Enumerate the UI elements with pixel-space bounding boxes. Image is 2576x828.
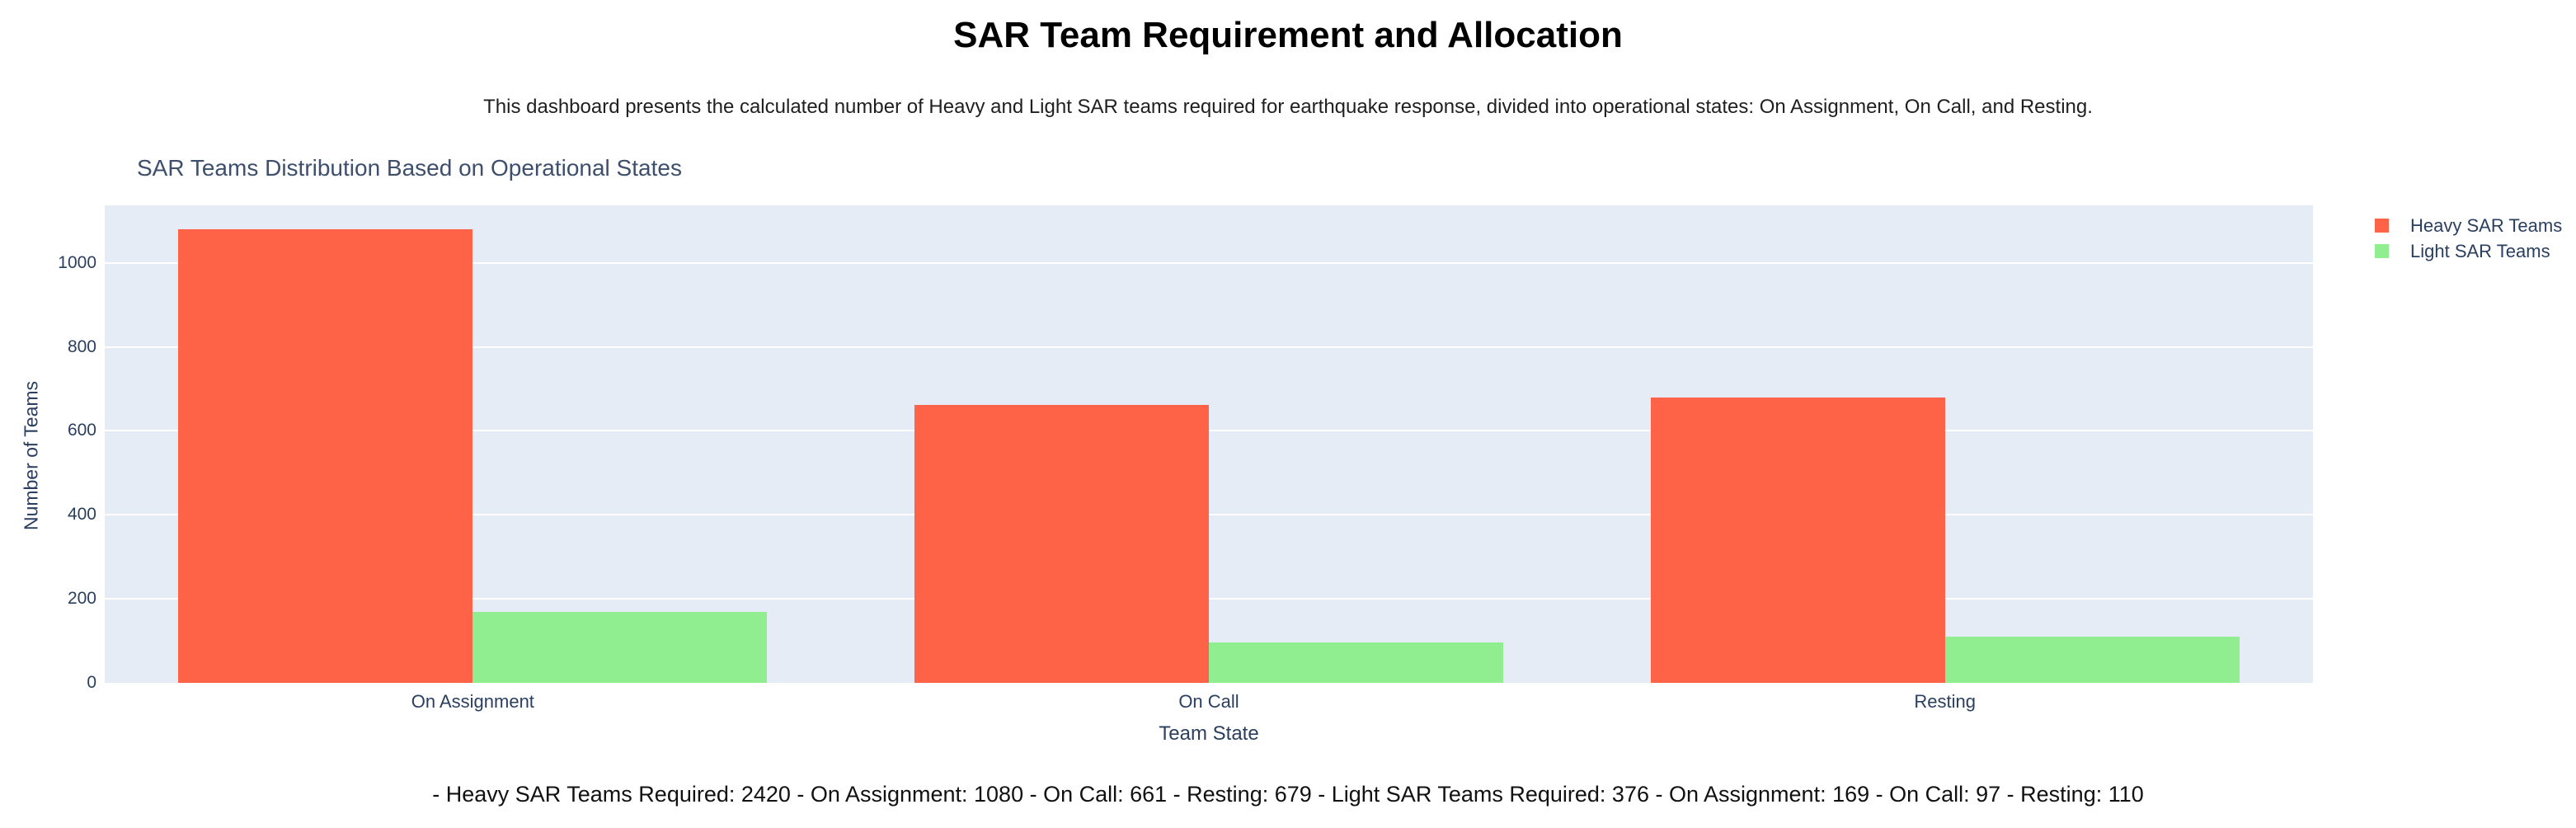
y-tick-label-0: 0 (87, 673, 96, 692)
legend-swatch-light-sar-teams (2375, 244, 2389, 258)
legend-label: Heavy SAR Teams (2410, 214, 2563, 236)
x-axis-title: Team State (1159, 722, 1259, 745)
legend-swatch-heavy-sar-teams (2375, 219, 2389, 233)
gridline-y-1000 (105, 261, 2313, 264)
summary-text: - Heavy SAR Teams Required: 2420 - On As… (432, 782, 2144, 807)
page-subtitle: This dashboard presents the calculated n… (483, 96, 2093, 118)
x-tick-label-on-call: On Call (1178, 691, 1239, 712)
y-tick-label-1000: 1000 (58, 252, 96, 272)
y-tick-label-800: 800 (67, 336, 96, 356)
x-tick-label-on-assignment: On Assignment (411, 691, 534, 712)
y-axis-title: Number of Teams (20, 380, 42, 531)
y-tick-label-400: 400 (67, 505, 96, 525)
bar-heavy-sar-teams-on-assignment[interactable] (178, 229, 473, 683)
gridline-y-600 (105, 430, 2313, 432)
x-tick-label-resting: Resting (1914, 691, 1976, 712)
gridline-y-400 (105, 514, 2313, 516)
bar-light-sar-teams-resting[interactable] (1944, 636, 2240, 683)
bar-light-sar-teams-on-call[interactable] (1209, 642, 1504, 683)
chart-title: SAR Teams Distribution Based on Operatio… (137, 155, 682, 181)
legend: Heavy SAR Teams Light SAR Teams (2375, 213, 2562, 264)
bar-heavy-sar-teams-on-call[interactable] (914, 405, 1209, 683)
y-tick-label-600: 600 (67, 421, 96, 440)
legend-item-heavy-sar-teams[interactable]: Heavy SAR Teams (2375, 213, 2562, 238)
page-title: SAR Team Requirement and Allocation (953, 15, 1623, 55)
bar-light-sar-teams-on-assignment[interactable] (472, 611, 768, 683)
gridline-y-800 (105, 346, 2313, 348)
legend-label: Light SAR Teams (2410, 240, 2550, 261)
y-tick-label-200: 200 (67, 589, 96, 609)
legend-item-light-sar-teams[interactable]: Light SAR Teams (2375, 238, 2562, 264)
gridline-y-200 (105, 598, 2313, 600)
plot-area (105, 205, 2313, 683)
bar-heavy-sar-teams-resting[interactable] (1650, 398, 1945, 683)
